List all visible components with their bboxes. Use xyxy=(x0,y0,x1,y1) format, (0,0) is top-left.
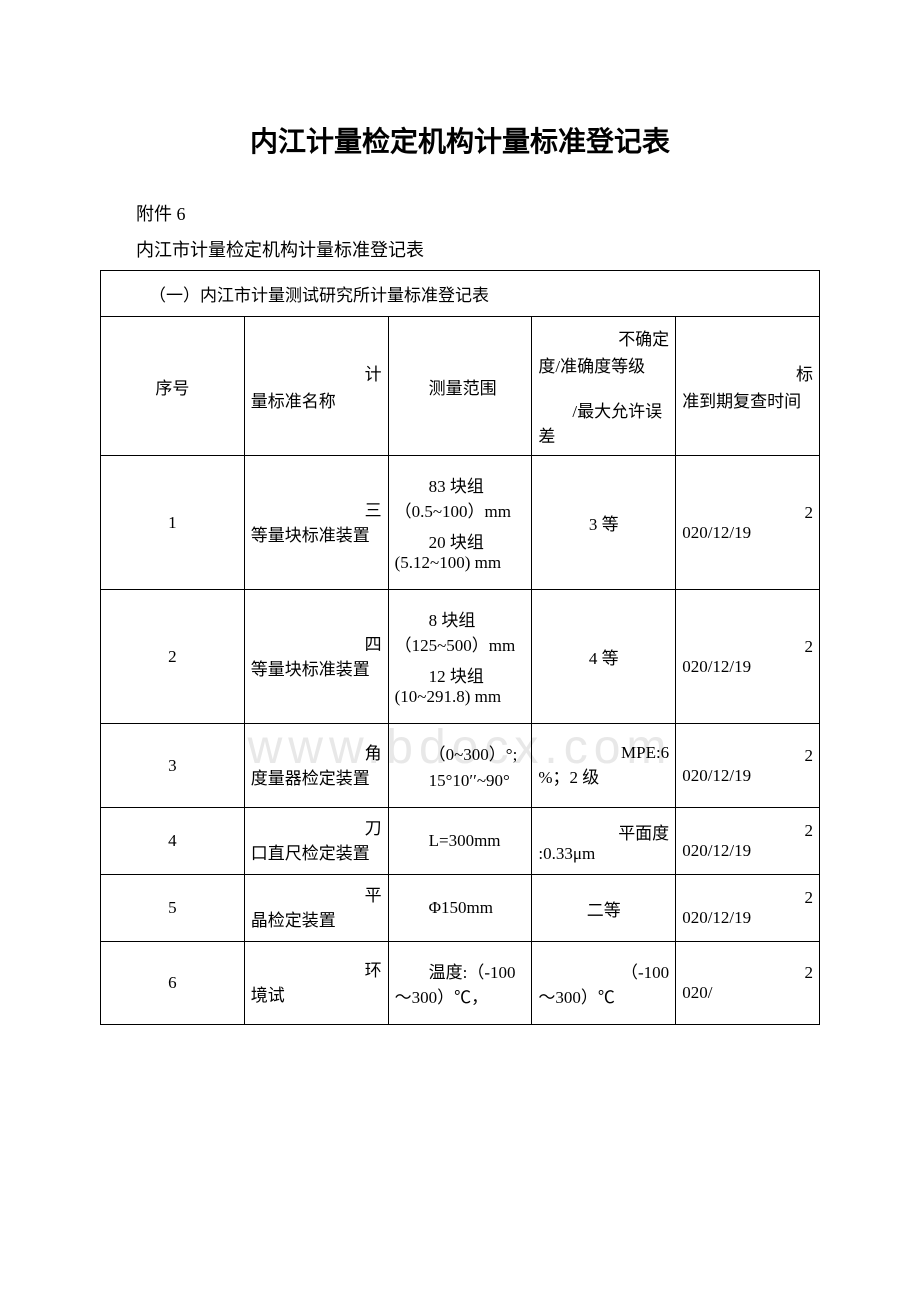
cell-seq: 6 xyxy=(101,942,245,1025)
header-date-rest: 准到期复查时间 xyxy=(682,387,813,412)
cell-date-rest: 020/12/19 xyxy=(682,766,813,786)
header-date: 标 准到期复查时间 xyxy=(676,317,820,456)
header-date-first: 标 xyxy=(682,360,813,385)
table-row: 1 三 等量块标准装置 83 块组（0.5~100）mm 20 块组(5.12~… xyxy=(101,456,820,590)
cell-name-rest: 度量器检定装置 xyxy=(251,764,382,789)
cell-name-first: 刀 xyxy=(251,814,382,839)
cell-name: 平 晶检定装置 xyxy=(244,875,388,942)
uncert-first: MPE:6 xyxy=(538,743,669,763)
uncert-rest: :0.33μm xyxy=(538,844,669,864)
cell-name-rest: 等量块标准装置 xyxy=(251,655,382,680)
cell-date: 2 020/ xyxy=(676,942,820,1025)
cell-uncertainty: 4 等 xyxy=(532,590,676,724)
document-title: 内江计量检定机构计量标准登记表 xyxy=(100,120,820,160)
uncert-rest: ～300）℃ xyxy=(538,983,669,1008)
cell-date-first: 2 xyxy=(682,637,813,657)
table-row: 2 四 等量块标准装置 8 块组（125~500）mm 12 块组(10~291… xyxy=(101,590,820,724)
range-line-1: 温度:（-100～300）℃， xyxy=(395,958,526,1008)
subtitle: 内江市计量检定机构计量标准登记表 xyxy=(100,236,820,262)
cell-name-first: 角 xyxy=(251,739,382,764)
cell-date-rest: 020/ xyxy=(682,983,813,1003)
cell-range: 8 块组（125~500）mm 12 块组(10~291.8) mm xyxy=(388,590,532,724)
uncert-first: 平面度 xyxy=(538,819,669,844)
header-range-text: 测量范围 xyxy=(395,374,526,399)
header-uncertainty: 不确定 度/准确度等级 /最大允许误差 xyxy=(532,317,676,456)
table-row: 5 平 晶检定装置 Φ150mm 二等 2 020/12/19 xyxy=(101,875,820,942)
cell-seq: 1 xyxy=(101,456,245,590)
uncert-rest: %；2 级 xyxy=(538,763,669,788)
cell-name-rest: 等量块标准装置 xyxy=(251,521,382,546)
cell-name-rest: 境试 xyxy=(251,981,382,1006)
cell-date-first: 2 xyxy=(682,963,813,983)
cell-name: 角 度量器检定装置 xyxy=(244,724,388,808)
registration-table: （一）内江市计量测试研究所计量标准登记表 序号 计 量标准名称 测量范围 不确定… xyxy=(100,270,820,1025)
cell-date: 2 020/12/19 xyxy=(676,875,820,942)
range-line-1: 8 块组（125~500）mm xyxy=(395,606,526,656)
cell-seq: 5 xyxy=(101,875,245,942)
range-line-1: 83 块组（0.5~100）mm xyxy=(395,472,526,522)
cell-date: 2 020/12/19 xyxy=(676,590,820,724)
section-header-row: （一）内江市计量测试研究所计量标准登记表 xyxy=(101,271,820,317)
range-line-2: 15°10′′~90° xyxy=(395,771,526,791)
cell-date: 2 020/12/19 xyxy=(676,724,820,808)
cell-uncertainty: 平面度 :0.33μm xyxy=(532,808,676,875)
cell-date-rest: 020/12/19 xyxy=(682,523,813,543)
section-header-cell: （一）内江市计量测试研究所计量标准登记表 xyxy=(101,271,820,317)
table-header-row: 序号 计 量标准名称 测量范围 不确定 度/准确度等级 /最大允许误差 标 准到… xyxy=(101,317,820,456)
cell-date-first: 2 xyxy=(682,888,813,908)
cell-name: 三 等量块标准装置 xyxy=(244,456,388,590)
cell-date-first: 2 xyxy=(682,821,813,841)
cell-range: Φ150mm xyxy=(388,875,532,942)
cell-uncertainty: （-100 ～300）℃ xyxy=(532,942,676,1025)
cell-seq: 3 xyxy=(101,724,245,808)
header-uncert-rest1: 度/准确度等级 xyxy=(538,352,669,377)
uncert-text: 二等 xyxy=(587,901,621,920)
cell-name-first: 四 xyxy=(251,630,382,655)
header-uncert-rest2: /最大允许误差 xyxy=(538,397,669,447)
cell-range: L=300mm xyxy=(388,808,532,875)
range-line-1: （0~300）°; xyxy=(395,740,526,765)
uncert-first: （-100 xyxy=(538,958,669,983)
uncert-text: 3 等 xyxy=(589,515,619,534)
cell-date: 2 020/12/19 xyxy=(676,808,820,875)
cell-seq: 4 xyxy=(101,808,245,875)
header-name: 计 量标准名称 xyxy=(244,317,388,456)
cell-date-first: 2 xyxy=(682,503,813,523)
cell-name-rest: 口直尺检定装置 xyxy=(251,839,382,864)
cell-name-first: 环 xyxy=(251,956,382,981)
table-row: 6 环 境试 温度:（-100～300）℃， （-100 ～300）℃ 2 02… xyxy=(101,942,820,1025)
cell-name-rest: 晶检定装置 xyxy=(251,906,382,931)
range-line-1: Φ150mm xyxy=(395,898,526,918)
cell-name-first: 平 xyxy=(251,881,382,906)
cell-name-first: 三 xyxy=(251,496,382,521)
header-range: 测量范围 xyxy=(388,317,532,456)
cell-range: （0~300）°; 15°10′′~90° xyxy=(388,724,532,808)
range-line-1: L=300mm xyxy=(395,831,526,851)
header-name-first: 计 xyxy=(251,360,382,385)
cell-uncertainty: MPE:6 %；2 级 xyxy=(532,724,676,808)
range-line-2: 12 块组(10~291.8) mm xyxy=(395,662,526,707)
uncert-text: 4 等 xyxy=(589,649,619,668)
cell-uncertainty: 二等 xyxy=(532,875,676,942)
cell-seq: 2 xyxy=(101,590,245,724)
cell-range: 温度:（-100～300）℃， xyxy=(388,942,532,1025)
cell-range: 83 块组（0.5~100）mm 20 块组(5.12~100) mm xyxy=(388,456,532,590)
attachment-label: 附件 6 xyxy=(100,200,820,226)
cell-name: 四 等量块标准装置 xyxy=(244,590,388,724)
table-row: 4 刀 口直尺检定装置 L=300mm 平面度 :0.33μm 2 020/12… xyxy=(101,808,820,875)
header-name-rest: 量标准名称 xyxy=(251,387,382,412)
cell-date-rest: 020/12/19 xyxy=(682,908,813,928)
document-content: 内江计量检定机构计量标准登记表 附件 6 内江市计量检定机构计量标准登记表 （一… xyxy=(100,120,820,1025)
cell-date: 2 020/12/19 xyxy=(676,456,820,590)
cell-uncertainty: 3 等 xyxy=(532,456,676,590)
cell-date-rest: 020/12/19 xyxy=(682,841,813,861)
header-seq: 序号 xyxy=(101,317,245,456)
cell-date-rest: 020/12/19 xyxy=(682,657,813,677)
header-uncert-first: 不确定 xyxy=(538,325,669,350)
range-line-2: 20 块组(5.12~100) mm xyxy=(395,528,526,573)
cell-date-first: 2 xyxy=(682,746,813,766)
table-row: 3 角 度量器检定装置 （0~300）°; 15°10′′~90° MPE:6 … xyxy=(101,724,820,808)
cell-name: 刀 口直尺检定装置 xyxy=(244,808,388,875)
cell-name: 环 境试 xyxy=(244,942,388,1025)
